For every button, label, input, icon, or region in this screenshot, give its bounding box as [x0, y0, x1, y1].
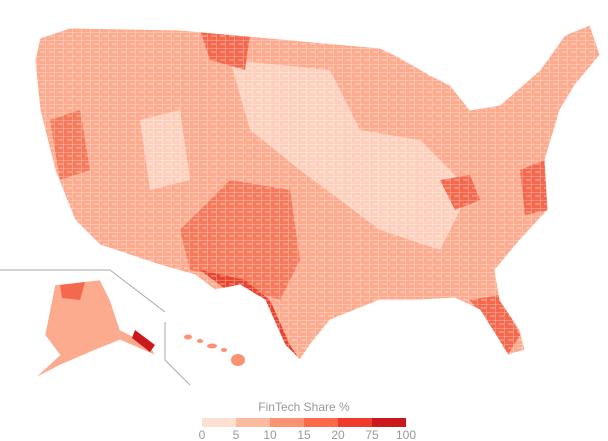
legend-swatch — [304, 418, 338, 427]
legend-swatch — [372, 418, 406, 427]
legend-label: 10 — [263, 428, 277, 441]
island — [221, 348, 227, 352]
legend-label: 20 — [331, 428, 345, 441]
alaska-region — [132, 330, 155, 352]
legend-label: 0 — [199, 428, 206, 441]
legend-label: 5 — [233, 428, 240, 441]
legend-label: 15 — [297, 428, 311, 441]
legend-swatch — [338, 418, 372, 427]
legend-swatch — [270, 418, 304, 427]
legend-title: FinTech Share % — [258, 400, 350, 414]
legend-label: 100 — [396, 428, 416, 441]
alaska-region — [60, 282, 85, 300]
alaska — [34, 279, 156, 379]
legend-swatch — [202, 418, 236, 427]
legend: 0 5 10 15 20 75 100 — [199, 418, 416, 441]
inset-separator — [0, 269, 191, 386]
legend-label: 75 — [365, 428, 379, 441]
island — [197, 339, 203, 343]
island — [231, 354, 245, 366]
island — [184, 334, 192, 340]
island — [207, 343, 217, 349]
hawaii — [184, 334, 245, 366]
legend-swatch — [236, 418, 270, 427]
